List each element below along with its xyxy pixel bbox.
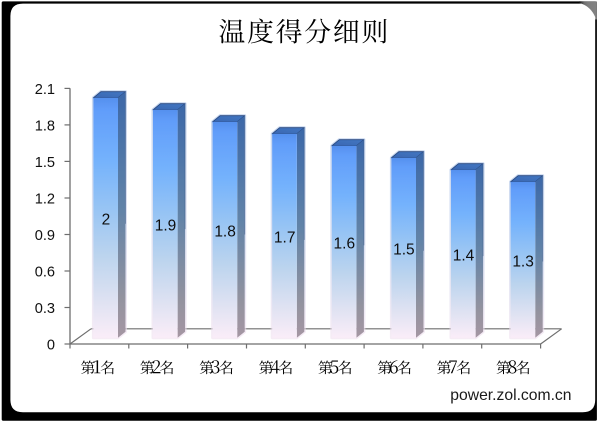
svg-text:1.9: 1.9 [155,217,177,234]
svg-text:1.8: 1.8 [35,119,55,135]
svg-text:0: 0 [47,338,55,354]
svg-text:1.5: 1.5 [35,155,55,171]
svg-text:1.3: 1.3 [512,253,534,270]
svg-text:0.3: 0.3 [35,301,55,317]
svg-text:1.4: 1.4 [453,247,475,264]
svg-text:1.6: 1.6 [334,235,356,252]
svg-text:0.9: 0.9 [35,228,55,244]
svg-text:1.8: 1.8 [214,223,236,240]
svg-text:0.6: 0.6 [35,265,55,281]
svg-text:1.5: 1.5 [393,241,415,258]
svg-text:2.1: 2.1 [35,82,55,98]
svg-text:1.7: 1.7 [274,229,296,246]
svg-text:1.2: 1.2 [35,192,55,208]
svg-text:power.zol.com.cn: power.zol.com.cn [450,387,571,404]
svg-text:2: 2 [102,211,111,228]
